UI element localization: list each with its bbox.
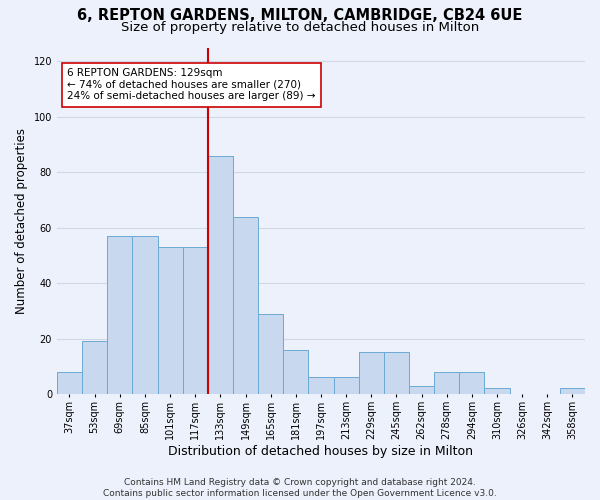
Text: Size of property relative to detached houses in Milton: Size of property relative to detached ho… (121, 21, 479, 34)
X-axis label: Distribution of detached houses by size in Milton: Distribution of detached houses by size … (169, 444, 473, 458)
Text: 6 REPTON GARDENS: 129sqm
← 74% of detached houses are smaller (270)
24% of semi-: 6 REPTON GARDENS: 129sqm ← 74% of detach… (67, 68, 316, 102)
Bar (484, 388, 509, 394)
Bar (82, 342, 107, 394)
Bar (359, 352, 384, 394)
Bar (182, 247, 208, 394)
Bar (57, 372, 82, 394)
Bar (384, 352, 409, 394)
Bar (283, 350, 308, 394)
Bar (258, 314, 283, 394)
Y-axis label: Number of detached properties: Number of detached properties (15, 128, 28, 314)
Bar (308, 378, 334, 394)
Bar (107, 236, 133, 394)
Text: 6, REPTON GARDENS, MILTON, CAMBRIDGE, CB24 6UE: 6, REPTON GARDENS, MILTON, CAMBRIDGE, CB… (77, 8, 523, 22)
Bar (459, 372, 484, 394)
Bar (334, 378, 359, 394)
Bar (208, 156, 233, 394)
Bar (434, 372, 459, 394)
Bar (409, 386, 434, 394)
Bar (560, 388, 585, 394)
Bar (158, 247, 182, 394)
Bar (233, 216, 258, 394)
Bar (133, 236, 158, 394)
Text: Contains HM Land Registry data © Crown copyright and database right 2024.
Contai: Contains HM Land Registry data © Crown c… (103, 478, 497, 498)
